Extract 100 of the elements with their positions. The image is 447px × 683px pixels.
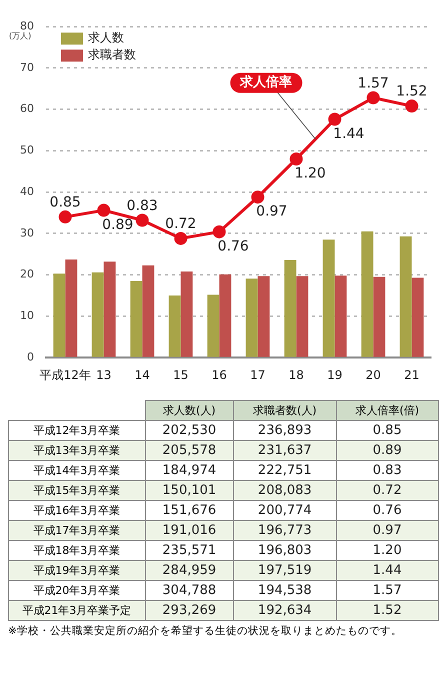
data-label: 235,571 [145, 540, 234, 560]
data-label: 293,269 [145, 600, 234, 620]
x-tick-label: 18 [288, 368, 304, 382]
bar [246, 278, 258, 357]
data-label: 196,773 [234, 520, 336, 540]
y-axis-title: (万人) [9, 32, 32, 41]
series-label: 求人数(人) [145, 400, 234, 420]
data-label: 194,538 [234, 580, 336, 600]
point [251, 190, 264, 204]
data-label: 202,530 [145, 420, 234, 440]
data-label: 1.52 [396, 84, 428, 100]
data-label: 1.20 [336, 540, 438, 560]
data-label: 0.76 [336, 500, 438, 520]
category-label: 平成16年3月卒業 [8, 500, 145, 520]
x-tick-label: 20 [366, 368, 381, 382]
text: ※学校・公共職業安定所の紹介を希望する生徒の状況を取りまとめたものです。 [8, 624, 403, 638]
text: 求人倍率 [239, 74, 292, 90]
data-label: 0.97 [336, 520, 438, 540]
category-label: 平成12年3月卒業 [8, 420, 145, 440]
legend-label: 求人数 [88, 30, 124, 45]
x-tick-label: 15 [173, 368, 188, 382]
data-label: 1.57 [358, 75, 389, 92]
bar [65, 260, 78, 357]
data-label: 151,676 [145, 500, 234, 520]
data-label: 0.89 [336, 440, 438, 460]
bar [168, 296, 181, 357]
bar [296, 276, 308, 357]
bar [400, 236, 412, 357]
data-label: 191,016 [145, 520, 234, 540]
bar [207, 294, 220, 357]
bar [180, 272, 193, 357]
data-label: 208,083 [234, 480, 336, 500]
data-label: 192,634 [234, 600, 336, 620]
data-label: 284,959 [145, 560, 234, 580]
bar [322, 240, 335, 357]
data-label: 200,774 [234, 500, 336, 520]
data-label: 0.83 [336, 460, 438, 480]
category-label: 平成21年3月卒業予定 [8, 600, 145, 620]
series-label: 求職者数(人) [234, 400, 336, 420]
x-tick-label: 17 [250, 368, 266, 382]
category-label: 平成19年3月卒業 [8, 560, 145, 580]
bar [219, 274, 232, 357]
x-tick-label: 21 [404, 368, 420, 382]
data-label: 0.89 [102, 216, 134, 233]
x-tick-label: 19 [327, 368, 342, 382]
y-tick-label: 20 [20, 268, 34, 281]
category-label: 平成20年3月卒業 [8, 580, 145, 600]
data-label: 197,519 [234, 560, 336, 580]
y-tick-label: 80 [20, 19, 34, 32]
point [328, 112, 342, 126]
bar [142, 265, 154, 357]
x-tick-label: 16 [212, 368, 227, 382]
point [366, 91, 380, 104]
bar [104, 262, 116, 357]
data-label: 196,803 [234, 540, 336, 560]
data-label: 1.52 [336, 600, 438, 620]
data-label: 0.83 [126, 198, 158, 214]
data-label: 222,751 [234, 460, 336, 480]
point [136, 214, 149, 227]
bar [130, 281, 142, 357]
bar [284, 260, 296, 357]
point [290, 152, 303, 166]
data-label: 1.57 [336, 580, 438, 600]
category-label: 平成18年3月卒業 [8, 540, 145, 560]
bar [258, 276, 270, 357]
y-tick-label: 0 [26, 350, 34, 364]
bar [361, 231, 374, 357]
point [405, 100, 418, 113]
y-tick-label: 10 [20, 309, 34, 322]
x-tick-label: 14 [134, 368, 150, 382]
data-label: 0.72 [165, 216, 196, 232]
y-tick-label: 30 [20, 226, 34, 240]
bar [373, 276, 386, 357]
bar [412, 278, 424, 357]
data-label: 236,893 [234, 420, 336, 440]
data-label: 0.97 [256, 204, 288, 220]
y-tick-label: 60 [20, 102, 34, 116]
y-tick-label: 40 [20, 184, 34, 198]
bar [53, 274, 66, 357]
point [97, 204, 110, 217]
data-label: 231,637 [234, 440, 336, 460]
data-label: 184,974 [145, 460, 234, 480]
data-label: 0.85 [50, 194, 81, 211]
y-tick-label: 70 [20, 60, 34, 74]
point [212, 225, 226, 238]
point [58, 210, 72, 224]
bar [334, 276, 347, 357]
x-tick-label: 平成12年 [40, 368, 91, 382]
data-label: 205,578 [145, 440, 234, 460]
series-label: 求人倍率(倍) [336, 400, 438, 420]
data-label: 0.85 [336, 420, 438, 440]
category-label: 平成14年3月卒業 [8, 460, 145, 480]
data-label: 0.76 [218, 238, 249, 254]
data-label: 304,788 [145, 580, 234, 600]
category-label: 平成15年3月卒業 [8, 480, 145, 500]
x-tick-label: 13 [96, 368, 112, 382]
legend-label: 求職者数 [88, 48, 136, 62]
data-label: 1.44 [333, 126, 364, 142]
data-label: 1.20 [294, 166, 326, 182]
y-tick-label: 50 [20, 144, 34, 157]
